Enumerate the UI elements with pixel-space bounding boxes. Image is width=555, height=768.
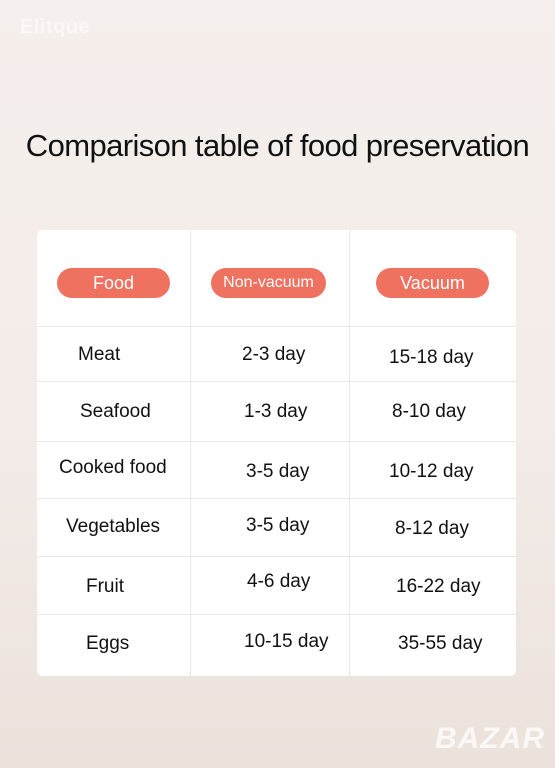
cell-non-vacuum: 1-3 day [244,401,308,422]
row-divider [37,381,516,382]
watermark-bottom: BAZAR [435,722,545,755]
cell-vacuum: 8-12 day [395,518,469,539]
row-divider [37,556,516,557]
watermark-top: Elitque [20,16,91,38]
cell-non-vacuum: 10-15 day [244,631,329,652]
row-divider [37,498,516,499]
cell-non-vacuum: 2-3 day [242,344,306,365]
cell-food: Meat [78,344,121,365]
page-title: Comparison table of food preservation [25,128,530,163]
cell-vacuum: 35-55 day [398,633,483,654]
cell-vacuum: 10-12 day [389,461,474,482]
row-divider [37,441,516,442]
row-divider [37,614,516,615]
header-non-vacuum: Non-vacuum [211,268,326,298]
cell-vacuum: 15-18 day [389,347,474,368]
cell-vacuum: 16-22 day [396,576,481,597]
cell-non-vacuum: 4-6 day [247,571,311,592]
cell-non-vacuum: 3-5 day [246,461,310,482]
cell-food: Vegetables [66,516,161,537]
header-food: Food [57,268,170,298]
row-divider [37,326,516,327]
column-divider [349,230,350,676]
cell-food: Seafood [80,401,151,422]
cell-vacuum: 8-10 day [392,401,466,422]
cell-food: Cooked food [59,457,167,478]
cell-food: Fruit [86,576,124,597]
comparison-table: Food Non-vacuum Vacuum Meat 2-3 day 15-1… [37,230,516,676]
column-divider [190,230,191,676]
cell-food: Eggs [86,633,130,654]
header-vacuum: Vacuum [376,268,489,298]
cell-non-vacuum: 3-5 day [246,515,310,536]
